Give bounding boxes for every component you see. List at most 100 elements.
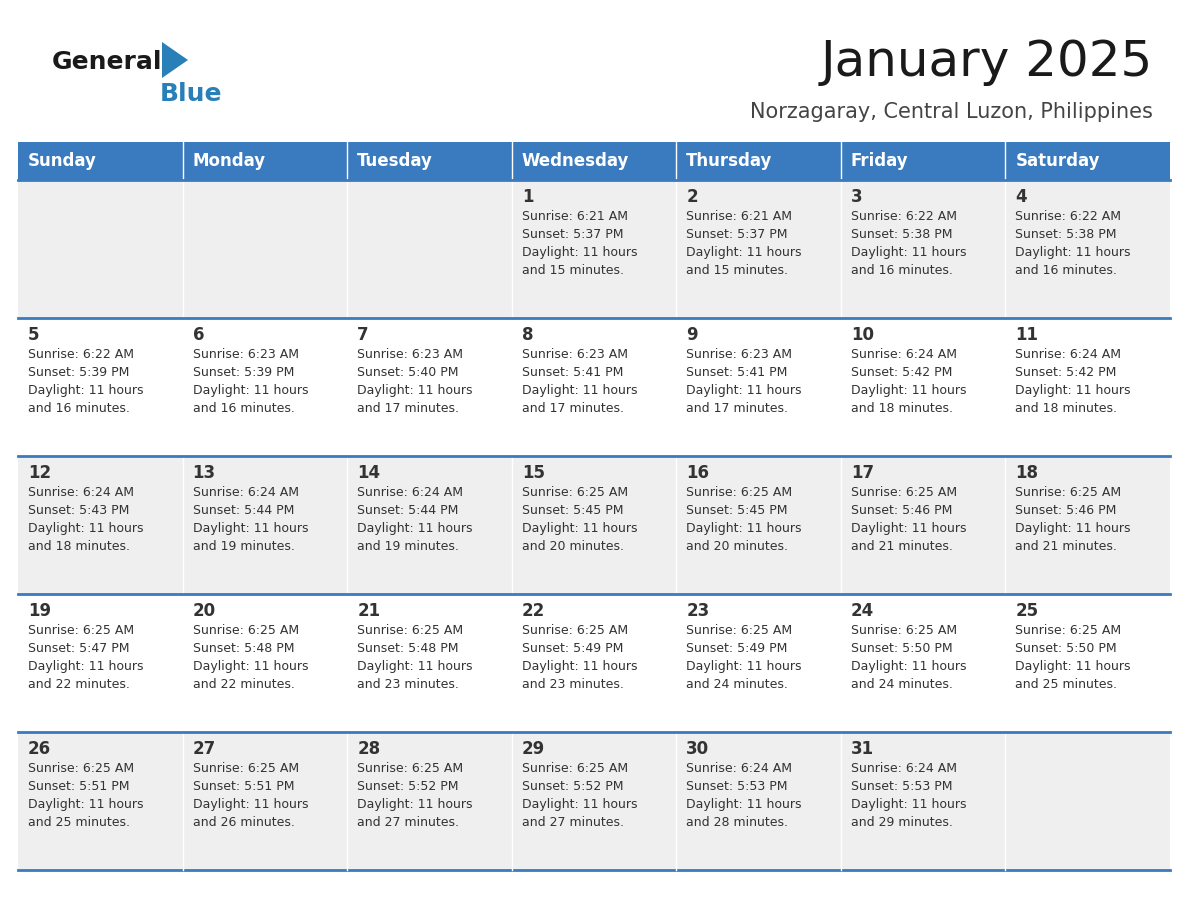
Text: Daylight: 11 hours: Daylight: 11 hours [358, 522, 473, 535]
Text: 29: 29 [522, 740, 545, 758]
Text: Sunset: 5:38 PM: Sunset: 5:38 PM [1016, 228, 1117, 241]
Text: 6: 6 [192, 326, 204, 344]
Text: Daylight: 11 hours: Daylight: 11 hours [1016, 246, 1131, 259]
Text: Daylight: 11 hours: Daylight: 11 hours [192, 660, 308, 673]
Bar [676, 594, 841, 732]
Bar [841, 318, 1005, 456]
Text: Sunset: 5:42 PM: Sunset: 5:42 PM [851, 366, 953, 379]
Text: 5: 5 [29, 326, 39, 344]
Text: Daylight: 11 hours: Daylight: 11 hours [1016, 522, 1131, 535]
Text: Thursday: Thursday [687, 152, 772, 170]
Text: Daylight: 11 hours: Daylight: 11 hours [29, 798, 144, 811]
Text: Daylight: 11 hours: Daylight: 11 hours [358, 798, 473, 811]
Text: and 16 minutes.: and 16 minutes. [1016, 264, 1117, 277]
Text: Sunset: 5:48 PM: Sunset: 5:48 PM [358, 642, 459, 655]
Text: Sunset: 5:42 PM: Sunset: 5:42 PM [1016, 366, 1117, 379]
Text: and 24 minutes.: and 24 minutes. [687, 678, 788, 691]
Text: and 20 minutes.: and 20 minutes. [687, 540, 789, 553]
Text: Sunset: 5:38 PM: Sunset: 5:38 PM [851, 228, 953, 241]
Text: Sunrise: 6:25 AM: Sunrise: 6:25 AM [358, 762, 463, 775]
Text: Sunrise: 6:25 AM: Sunrise: 6:25 AM [1016, 624, 1121, 637]
Text: January 2025: January 2025 [821, 38, 1154, 86]
Polygon shape [162, 42, 188, 78]
Bar [18, 456, 183, 594]
Text: 19: 19 [29, 602, 51, 620]
Text: 1: 1 [522, 188, 533, 206]
Bar [512, 142, 676, 180]
Text: Wednesday: Wednesday [522, 152, 630, 170]
Text: 17: 17 [851, 464, 874, 482]
Text: Sunrise: 6:24 AM: Sunrise: 6:24 AM [192, 486, 298, 499]
Text: 21: 21 [358, 602, 380, 620]
Bar [512, 456, 676, 594]
Text: 3: 3 [851, 188, 862, 206]
Text: Daylight: 11 hours: Daylight: 11 hours [522, 522, 637, 535]
Text: Sunrise: 6:24 AM: Sunrise: 6:24 AM [29, 486, 134, 499]
Text: Daylight: 11 hours: Daylight: 11 hours [851, 246, 966, 259]
Text: and 26 minutes.: and 26 minutes. [192, 816, 295, 829]
Text: Sunset: 5:46 PM: Sunset: 5:46 PM [851, 504, 953, 517]
Text: Sunrise: 6:24 AM: Sunrise: 6:24 AM [358, 486, 463, 499]
Text: 23: 23 [687, 602, 709, 620]
Text: Sunset: 5:53 PM: Sunset: 5:53 PM [851, 780, 953, 793]
Text: Daylight: 11 hours: Daylight: 11 hours [522, 660, 637, 673]
Bar [347, 594, 512, 732]
Bar [183, 732, 347, 870]
Bar [676, 180, 841, 318]
Text: Daylight: 11 hours: Daylight: 11 hours [687, 798, 802, 811]
Text: Sunset: 5:39 PM: Sunset: 5:39 PM [192, 366, 293, 379]
Text: Sunrise: 6:21 AM: Sunrise: 6:21 AM [687, 210, 792, 223]
Text: and 27 minutes.: and 27 minutes. [358, 816, 459, 829]
Text: Sunset: 5:49 PM: Sunset: 5:49 PM [522, 642, 623, 655]
Text: Daylight: 11 hours: Daylight: 11 hours [851, 798, 966, 811]
Bar [841, 180, 1005, 318]
Text: Daylight: 11 hours: Daylight: 11 hours [192, 522, 308, 535]
Text: Sunset: 5:37 PM: Sunset: 5:37 PM [687, 228, 788, 241]
Text: 20: 20 [192, 602, 216, 620]
Text: Daylight: 11 hours: Daylight: 11 hours [522, 798, 637, 811]
Text: and 18 minutes.: and 18 minutes. [1016, 402, 1118, 415]
Text: Sunset: 5:39 PM: Sunset: 5:39 PM [29, 366, 129, 379]
Text: Saturday: Saturday [1016, 152, 1100, 170]
Text: and 18 minutes.: and 18 minutes. [29, 540, 129, 553]
Text: Sunrise: 6:25 AM: Sunrise: 6:25 AM [522, 762, 627, 775]
Text: Sunrise: 6:22 AM: Sunrise: 6:22 AM [851, 210, 956, 223]
Text: and 17 minutes.: and 17 minutes. [687, 402, 789, 415]
Bar [18, 180, 183, 318]
Text: Sunset: 5:37 PM: Sunset: 5:37 PM [522, 228, 624, 241]
Text: and 23 minutes.: and 23 minutes. [522, 678, 624, 691]
Text: 14: 14 [358, 464, 380, 482]
Text: 22: 22 [522, 602, 545, 620]
Text: Sunset: 5:44 PM: Sunset: 5:44 PM [358, 504, 459, 517]
Text: Tuesday: Tuesday [358, 152, 432, 170]
Text: and 21 minutes.: and 21 minutes. [1016, 540, 1117, 553]
Bar [18, 142, 183, 180]
Text: Monday: Monday [192, 152, 266, 170]
Text: 30: 30 [687, 740, 709, 758]
Text: Sunrise: 6:23 AM: Sunrise: 6:23 AM [687, 348, 792, 361]
Text: Sunrise: 6:25 AM: Sunrise: 6:25 AM [358, 624, 463, 637]
Text: Daylight: 11 hours: Daylight: 11 hours [29, 384, 144, 397]
Text: Sunrise: 6:25 AM: Sunrise: 6:25 AM [687, 486, 792, 499]
Text: Daylight: 11 hours: Daylight: 11 hours [687, 522, 802, 535]
Text: Daylight: 11 hours: Daylight: 11 hours [358, 384, 473, 397]
Text: and 20 minutes.: and 20 minutes. [522, 540, 624, 553]
Text: Sunrise: 6:25 AM: Sunrise: 6:25 AM [522, 624, 627, 637]
Text: 18: 18 [1016, 464, 1038, 482]
Text: Sunrise: 6:25 AM: Sunrise: 6:25 AM [522, 486, 627, 499]
Text: Daylight: 11 hours: Daylight: 11 hours [192, 798, 308, 811]
Text: 31: 31 [851, 740, 874, 758]
Text: Sunset: 5:41 PM: Sunset: 5:41 PM [522, 366, 623, 379]
Bar [841, 142, 1005, 180]
Bar [841, 456, 1005, 594]
Bar [1005, 142, 1170, 180]
Text: Sunset: 5:40 PM: Sunset: 5:40 PM [358, 366, 459, 379]
Text: Sunset: 5:48 PM: Sunset: 5:48 PM [192, 642, 295, 655]
Text: Daylight: 11 hours: Daylight: 11 hours [687, 246, 802, 259]
Text: 2: 2 [687, 188, 697, 206]
Text: 24: 24 [851, 602, 874, 620]
Text: and 25 minutes.: and 25 minutes. [29, 816, 129, 829]
Text: Sunset: 5:52 PM: Sunset: 5:52 PM [358, 780, 459, 793]
Text: Sunrise: 6:23 AM: Sunrise: 6:23 AM [358, 348, 463, 361]
Bar [183, 456, 347, 594]
